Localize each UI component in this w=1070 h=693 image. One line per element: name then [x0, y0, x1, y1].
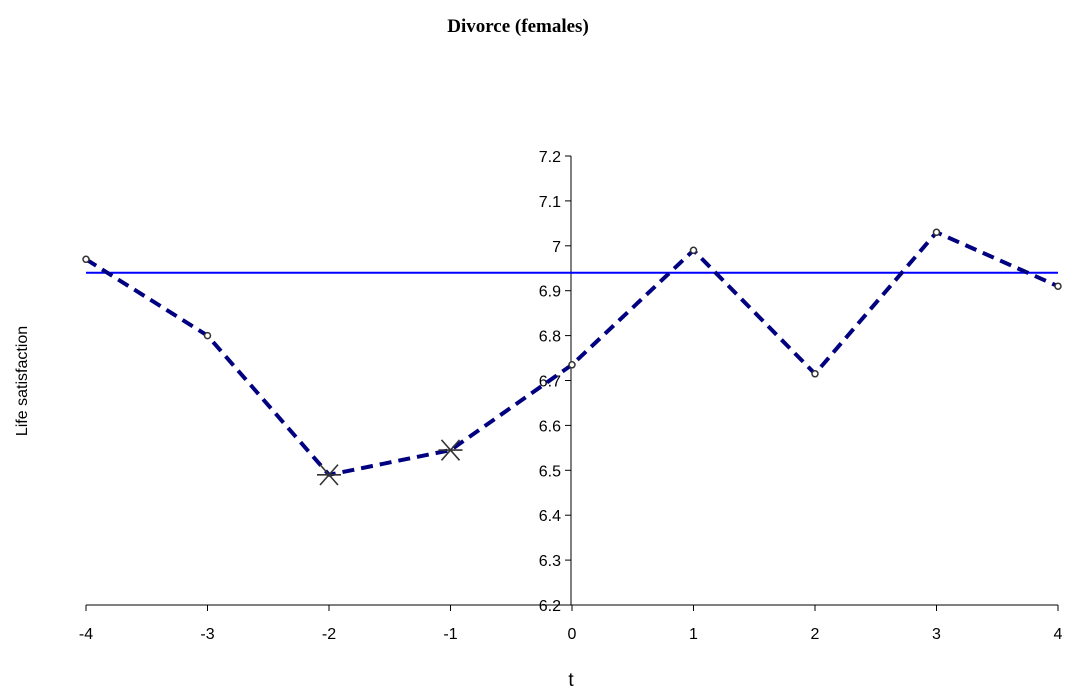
data-point: [932, 228, 941, 237]
x-tick-label: 2: [811, 626, 820, 643]
y-tick-label: 6.3: [539, 553, 561, 570]
y-axis-label: Life satisfaction: [14, 326, 31, 436]
y-tick-label: 6.5: [539, 463, 561, 480]
y-tick-label: 6.8: [539, 329, 561, 346]
y-tick-label: 7.1: [539, 194, 561, 211]
star-stroke: [319, 464, 339, 486]
data-point: [811, 370, 819, 378]
x-tick-label: 1: [689, 626, 698, 643]
x-tick-label: -4: [79, 626, 93, 643]
data-markers: [82, 228, 1062, 486]
data-point-star: [438, 439, 463, 461]
x-axis-label: t: [568, 670, 574, 691]
x-tick-label: -2: [322, 626, 336, 643]
data-point: [1054, 282, 1062, 290]
star-stroke: [440, 439, 461, 461]
x-tick-label: 4: [1054, 626, 1063, 643]
chart-title: Divorce (females): [447, 16, 589, 37]
y-tick-label: 6.2: [539, 598, 561, 615]
data-point: [568, 361, 576, 369]
y-tick-label: 6.4: [539, 508, 561, 525]
data-point: [82, 255, 90, 264]
x-tick-label: 0: [568, 626, 577, 643]
y-tick-label: 6.6: [539, 418, 561, 435]
series-line: [84, 230, 1059, 477]
data-point: [203, 331, 212, 340]
x-tick-label: 3: [932, 626, 941, 643]
y-tick-label: 7.2: [539, 149, 561, 166]
data-point: [689, 246, 698, 255]
x-tick-label: -3: [200, 626, 214, 643]
axes: -4 -3 -2 -1 0 1 2 3 46.26.36.46.56.66.76.86.977.…: [79, 149, 1063, 643]
y-tick-label: 6.9: [539, 284, 561, 301]
x-tick-label: -1: [443, 626, 457, 643]
data-point-star: [317, 464, 341, 486]
series-lines: [84, 230, 1059, 477]
y-tick-label: 7: [552, 239, 561, 256]
